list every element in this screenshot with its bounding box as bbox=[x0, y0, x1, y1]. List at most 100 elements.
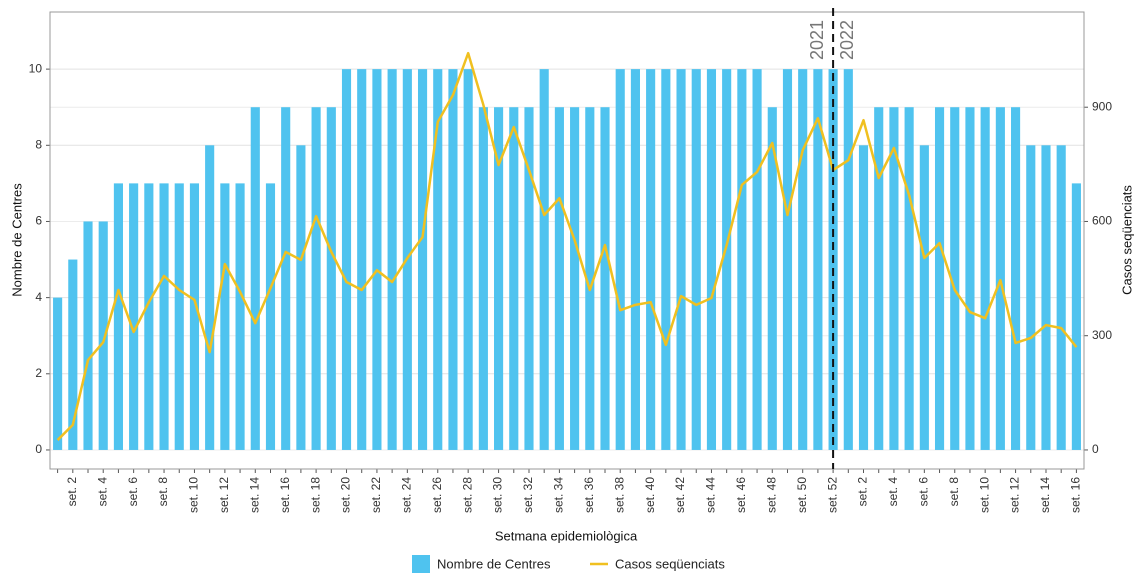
y2-tick-label: 300 bbox=[1092, 328, 1112, 342]
bar bbox=[858, 145, 869, 450]
x-tick-label: set. 30 bbox=[491, 477, 505, 513]
bar bbox=[205, 145, 215, 450]
x-tick-label: set. 38 bbox=[612, 477, 626, 513]
bar bbox=[752, 69, 762, 450]
x-tick-label: set. 20 bbox=[339, 477, 353, 513]
bar bbox=[311, 107, 321, 450]
bar bbox=[357, 69, 367, 450]
bar bbox=[843, 69, 853, 450]
bar bbox=[478, 107, 488, 450]
bar bbox=[737, 69, 747, 450]
bar bbox=[570, 107, 580, 450]
bar bbox=[417, 69, 428, 450]
bar bbox=[281, 107, 291, 450]
x-tick-label: set. 40 bbox=[643, 477, 657, 513]
line bbox=[56, 51, 1078, 441]
bar bbox=[53, 297, 63, 450]
x-tick-label: set. 12 bbox=[1008, 477, 1022, 513]
bar bbox=[661, 69, 671, 450]
bar bbox=[554, 107, 564, 450]
x-tick-label: set. 44 bbox=[704, 477, 718, 513]
bar bbox=[691, 69, 701, 450]
bar bbox=[463, 69, 473, 450]
x-tick-label: set. 6 bbox=[126, 477, 140, 507]
bar bbox=[235, 183, 245, 450]
bar bbox=[494, 107, 504, 450]
x-tick-label: set. 12 bbox=[217, 477, 231, 513]
bar bbox=[265, 183, 276, 450]
y2-axis-title: Casos seqüenciats bbox=[1119, 185, 1134, 295]
bar bbox=[159, 183, 169, 450]
x-tick-label: set. 14 bbox=[1038, 477, 1052, 513]
y-tick-label: 2 bbox=[35, 366, 42, 380]
y-tick-label: 8 bbox=[35, 137, 42, 151]
bar bbox=[965, 107, 975, 450]
bar bbox=[326, 107, 336, 450]
bar bbox=[448, 69, 458, 450]
x-tick-label: set. 26 bbox=[430, 477, 444, 513]
x-tick-label: set. 46 bbox=[734, 477, 748, 513]
y2-tick-label: 600 bbox=[1092, 214, 1112, 228]
bar bbox=[904, 107, 914, 450]
bar bbox=[1011, 107, 1021, 450]
bar bbox=[189, 183, 200, 450]
y-tick-label: 0 bbox=[35, 442, 42, 456]
bar bbox=[706, 69, 717, 450]
y-tick-label: 4 bbox=[35, 290, 42, 304]
bar bbox=[722, 69, 732, 450]
bar bbox=[129, 183, 139, 450]
x-tick-label: set. 32 bbox=[521, 477, 535, 513]
bar bbox=[387, 69, 397, 450]
bar bbox=[646, 69, 656, 450]
bar bbox=[813, 69, 823, 450]
y2-tick-label: 900 bbox=[1092, 99, 1112, 113]
x-tick-label: set. 48 bbox=[764, 477, 778, 513]
bar bbox=[919, 145, 929, 450]
bar bbox=[934, 107, 945, 450]
x-tick-label: set. 52 bbox=[825, 477, 839, 513]
bar bbox=[1026, 145, 1036, 450]
x-tick-label: set. 10 bbox=[187, 477, 201, 513]
bar bbox=[676, 69, 686, 450]
x-tick-label: set. 6 bbox=[917, 477, 931, 507]
x-tick-label: set. 10 bbox=[977, 477, 991, 513]
x-tick-label: set. 2 bbox=[856, 477, 870, 507]
x-tick-label: set. 16 bbox=[1069, 477, 1083, 513]
bar bbox=[1056, 145, 1066, 450]
x-tick-label: set. 16 bbox=[278, 477, 292, 513]
x-tick-label: set. 8 bbox=[156, 477, 170, 507]
bar bbox=[767, 107, 777, 450]
bar bbox=[1071, 183, 1081, 450]
y-axis-title: Nombre de Centres bbox=[9, 183, 24, 297]
bar bbox=[144, 183, 154, 450]
x-tick-label: set. 34 bbox=[552, 477, 566, 513]
x-tick-label: set. 4 bbox=[95, 477, 109, 507]
bar bbox=[524, 107, 534, 450]
x-tick-label: set. 18 bbox=[308, 477, 322, 513]
bar bbox=[372, 69, 382, 450]
x-tick-label: set. 2 bbox=[65, 477, 79, 507]
y-tick-label: 6 bbox=[35, 214, 42, 228]
year-label: 2022 bbox=[837, 20, 857, 60]
x-tick-label: set. 28 bbox=[460, 477, 474, 513]
bar bbox=[585, 107, 595, 450]
x-tick-label: set. 8 bbox=[947, 477, 961, 507]
bar bbox=[341, 69, 352, 450]
bar bbox=[600, 107, 610, 450]
x-tick-label: set. 36 bbox=[582, 477, 596, 513]
bar bbox=[798, 69, 808, 450]
bar bbox=[630, 69, 640, 450]
legend-swatch bbox=[412, 555, 430, 573]
bar bbox=[980, 107, 990, 450]
plot-frame bbox=[49, 11, 1085, 470]
bar bbox=[539, 69, 549, 450]
x-tick-label: set. 14 bbox=[247, 477, 261, 513]
bar bbox=[83, 221, 93, 450]
bar bbox=[995, 107, 1005, 450]
year-label: 2021 bbox=[807, 20, 827, 60]
x-tick-label: set. 22 bbox=[369, 477, 383, 513]
bar bbox=[1041, 145, 1051, 450]
bar bbox=[174, 183, 184, 450]
bar bbox=[98, 221, 108, 450]
